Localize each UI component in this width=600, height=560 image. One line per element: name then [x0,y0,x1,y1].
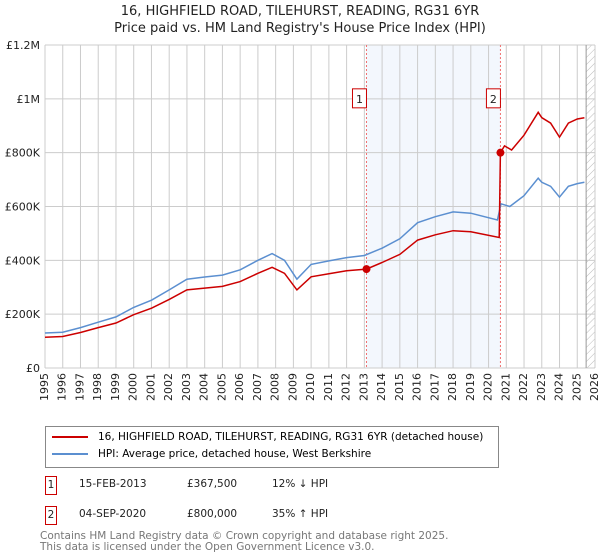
chart-title: 16, HIGHFIELD ROAD, TILEHURST, READING, … [120,4,480,19]
transaction-row: 1 15-FEB-2013 £367,500 12% ↓ HPI [45,476,445,496]
x-tick-label: 2002 [162,373,175,401]
footer-line-1: Contains HM Land Registry data © Crown c… [40,530,449,542]
x-tick-label: 2004 [198,373,211,401]
legend-label-property: 16, HIGHFIELD ROAD, TILEHURST, READING, … [98,431,484,443]
sale-point [362,265,371,274]
legend: 16, HIGHFIELD ROAD, TILEHURST, READING, … [45,426,499,468]
y-tick-label: £600K [5,201,41,214]
y-tick-label: £0 [26,362,40,375]
x-tick-label: 2013 [357,373,370,401]
property-price-line [44,110,585,339]
transaction-price: £800,000 [187,508,238,520]
hpi-line [44,177,585,334]
x-tick-label: 2011 [322,373,335,401]
transaction-date: 04-SEP-2020 [79,508,147,520]
sale-label: 2 [490,93,497,106]
x-tick-label: 2023 [535,373,548,401]
x-tick-label: 2000 [127,373,140,401]
x-tick-label: 2010 [304,373,317,401]
sale-label-box [351,88,367,109]
x-tick-label: 2009 [286,373,299,401]
y-tick-label: £400K [5,254,41,267]
y-tick-label: £200K [5,308,41,321]
red-line-swatch [52,436,88,438]
transaction-row: 2 04-SEP-2020 £800,000 35% ↑ HPI [45,506,445,526]
x-tick-label: 2019 [464,373,477,401]
x-tick-label: 2006 [233,373,246,401]
x-tick-label: 1996 [56,373,69,401]
x-tick-label: 2012 [340,373,353,401]
x-tick-label: 2018 [446,373,459,401]
legend-item-hpi: HPI: Average price, detached house, West… [52,448,371,460]
x-tick-label: 1999 [109,373,122,401]
price-chart: 1995 1996 1997 1998 1999 2000 2001 2002 2003 2004… [5,39,600,401]
x-tick-label: 2021 [499,373,512,401]
x-tick-label: 2020 [482,373,495,401]
blue-line-swatch [52,453,88,455]
transaction-hpi: 12% ↓ HPI [272,478,329,490]
transaction-hpi: 35% ↑ HPI [272,508,329,520]
transaction-badge: 2 [45,506,57,525]
footer: Contains HM Land Registry data © Crown c… [40,531,448,553]
x-tick-label: 2008 [269,373,282,401]
x-tick-label: 1998 [91,373,104,401]
x-tick-label: 2014 [375,373,388,401]
chart-subtitle: Price paid vs. HM Land Registry's House … [114,21,486,36]
y-tick-label: £1M [17,93,41,106]
legend-label-hpi: HPI: Average price, detached house, West… [98,448,372,460]
transaction-price: £367,500 [187,478,238,490]
footer-line-2: This data is licensed under the Open Gov… [40,541,375,553]
sale-label-box [485,88,501,109]
legend-item-property: 16, HIGHFIELD ROAD, TILEHURST, READING, … [52,431,483,443]
x-tick-label: 2022 [517,373,530,401]
x-tick-label: 2005 [215,373,228,401]
x-tick-label: 1995 [38,373,51,401]
x-tick-label: 2024 [553,373,566,401]
y-tick-label: £1.2M [6,39,40,52]
x-tick-label: 2026 [588,373,600,401]
x-tick-label: 2015 [393,373,406,401]
sale-label: 1 [356,93,363,106]
transaction-badge: 1 [45,476,57,495]
x-tick-label: 2001 [144,373,157,401]
x-tick-label: 2025 [570,373,583,401]
sale-point [496,148,505,157]
transaction-date: 15-FEB-2013 [79,478,147,490]
x-tick-label: 2016 [411,373,424,401]
x-tick-label: 2007 [251,373,264,401]
x-tick-label: 2017 [428,373,441,401]
x-tick-label: 2003 [180,373,193,401]
x-tick-label: 1997 [73,373,86,401]
y-tick-label: £800K [5,147,41,160]
